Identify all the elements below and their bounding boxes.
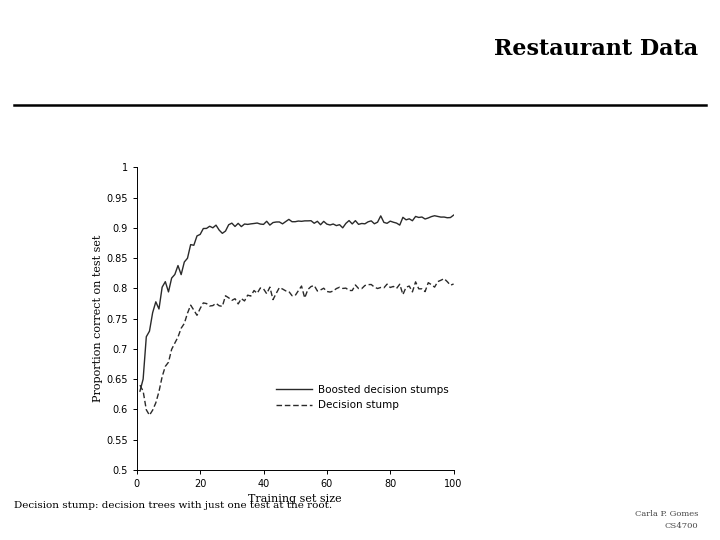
Text: Decision stump: decision trees with just one test at the root.: Decision stump: decision trees with just… — [14, 501, 333, 510]
Text: CS4700: CS4700 — [665, 522, 698, 530]
Legend: Boosted decision stumps, Decision stump: Boosted decision stumps, Decision stump — [276, 385, 449, 410]
Text: Carla P. Gomes: Carla P. Gomes — [635, 510, 698, 518]
Y-axis label: Proportion correct on test set: Proportion correct on test set — [94, 235, 104, 402]
X-axis label: Training set size: Training set size — [248, 495, 342, 504]
Text: Restaurant Data: Restaurant Data — [494, 38, 698, 60]
